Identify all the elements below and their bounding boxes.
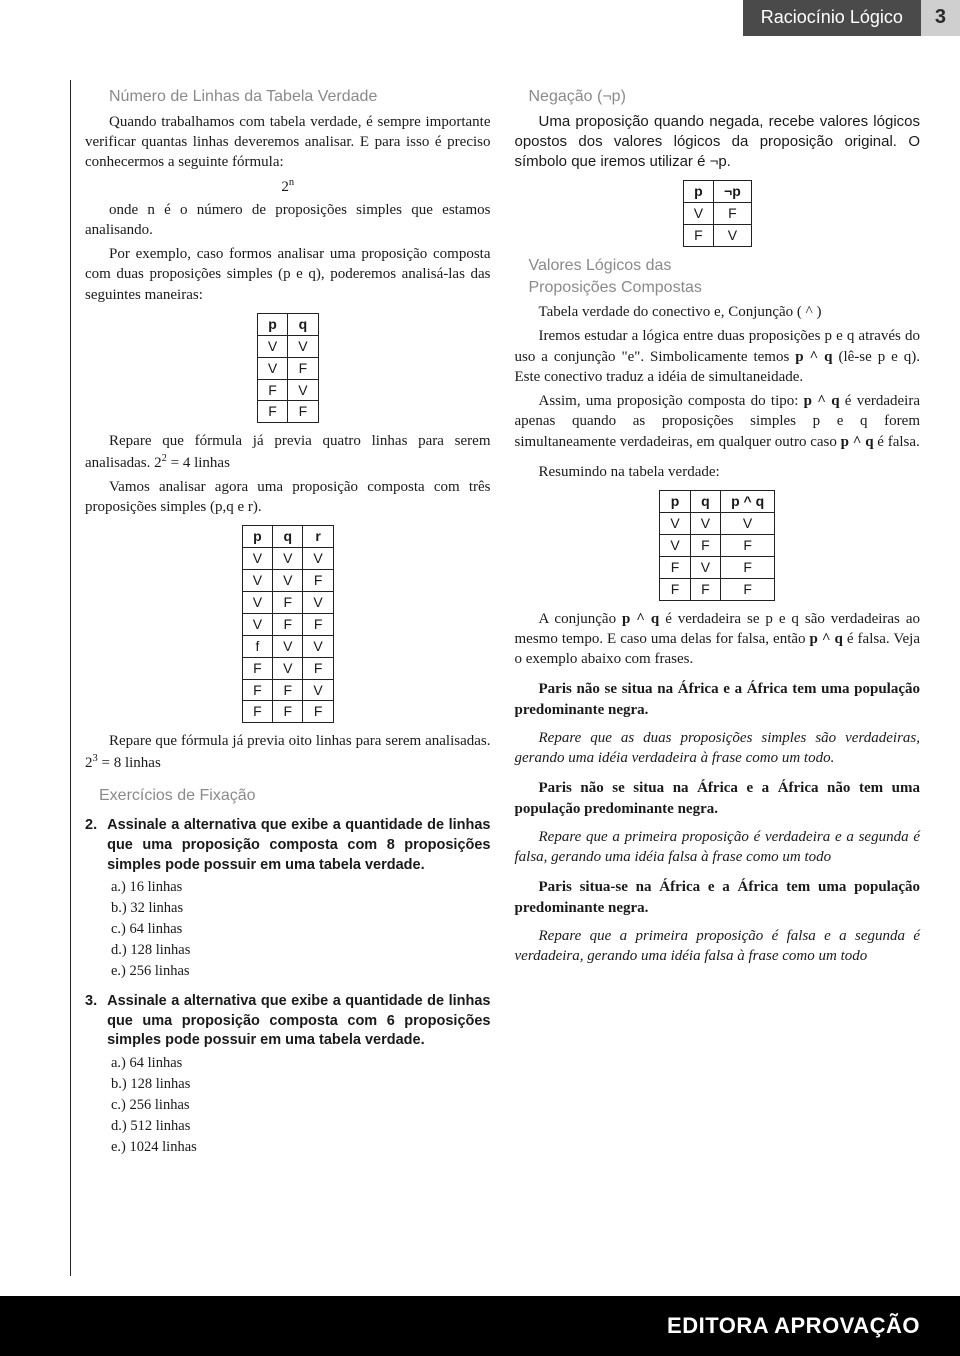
heading-valores-logicos: Valores Lógicos das Proposições Composta… [529,255,921,298]
exercise-3-text: Assinale a alternativa que exibe a quant… [107,992,490,1051]
example-1-note: Repare que as duas proposições simples s… [515,728,921,769]
example-3: Paris situa-se na África e a África tem … [515,877,921,918]
right-column: Negação (¬p) Uma proposição quando negad… [515,80,921,1276]
exercise-3-opt-b: b.) 128 linhas [111,1074,491,1095]
exercise-2-opt-e: e.) 256 linhas [111,961,491,982]
truth-table-pqr: pqr VVV VVF VFV VFF fVV FVF FFV FFF [242,525,334,723]
exercise-2: 2. Assinale a alternativa que exibe a qu… [85,816,491,982]
para-exemplo-pq: Por exemplo, caso formos analisar uma pr… [85,244,491,305]
para-conjuncao-title: Tabela verdade do conectivo e, Conjunção… [515,302,921,322]
exercise-2-opt-c: c.) 64 linhas [111,919,491,940]
truth-table-conjunction: pqp ^ q VVV VFF FVF FFF [659,490,775,600]
heading-negacao: Negação (¬p) [529,86,921,108]
heading-exercicios: Exercícios de Fixação [99,785,491,807]
para-resumindo: Resumindo na tabela verdade: [515,462,921,482]
para-onde-n: onde n é o número de proposições simples… [85,200,491,241]
left-column: Número de Linhas da Tabela Verdade Quand… [70,80,491,1276]
example-2: Paris não se situa na África e a África … [515,778,921,819]
exercise-2-opt-b: b.) 32 linhas [111,898,491,919]
exercise-2-opt-a: a.) 16 linhas [111,877,491,898]
para-4linhas: Repare que fórmula já previa quatro linh… [85,431,491,473]
exercise-2-text: Assinale a alternativa que exibe a quant… [107,816,490,875]
exercise-2-number: 2. [85,816,97,875]
truth-table-pq: pq VV VF FV FF [257,313,319,423]
para-conjuncao-summary: A conjunção p ^ q é verdadeira se p e q … [515,609,921,670]
exercise-3-options: a.) 64 linhas b.) 128 linhas c.) 256 lin… [111,1053,491,1158]
exercise-3-opt-e: e.) 1024 linhas [111,1137,491,1158]
para-negacao: Uma proposição quando negada, recebe val… [515,112,921,173]
page-content: Número de Linhas da Tabela Verdade Quand… [70,80,920,1276]
example-1: Paris não se situa na África e a África … [515,679,921,720]
header-page-number: 3 [921,0,960,36]
footer-bar: EDITORA APROVAÇÃO [0,1296,960,1356]
exercise-3-number: 3. [85,992,97,1051]
header-subject: Raciocínio Lógico [743,0,921,36]
example-2-note: Repare que a primeira proposição é verda… [515,827,921,868]
para-conjuncao-rule: Assim, uma proposição composta do tipo: … [515,391,921,452]
exercise-3-opt-a: a.) 64 linhas [111,1053,491,1074]
exercise-3-opt-d: d.) 512 linhas [111,1116,491,1137]
exercise-3: 3. Assinale a alternativa que exibe a qu… [85,992,491,1158]
para-conjuncao-explain: Iremos estudar a lógica entre duas propo… [515,326,921,387]
formula-2n: 2n [85,176,491,197]
exercise-3-opt-c: c.) 256 linhas [111,1095,491,1116]
exercise-2-opt-d: d.) 128 linhas [111,940,491,961]
para-8linhas: Repare que fórmula já previa oito linhas… [85,731,491,773]
footer-publisher: EDITORA APROVAÇÃO [667,1313,920,1339]
exercise-2-options: a.) 16 linhas b.) 32 linhas c.) 64 linha… [111,877,491,982]
heading-linhas-tabela: Número de Linhas da Tabela Verdade [109,86,491,108]
truth-table-negation: p¬p VF FV [683,180,752,247]
example-3-note: Repare que a primeira proposição é falsa… [515,926,921,967]
para-pqr: Vamos analisar agora uma proposição comp… [85,477,491,518]
header-bar: Raciocínio Lógico 3 [743,0,960,36]
para-intro: Quando trabalhamos com tabela verdade, é… [85,112,491,173]
